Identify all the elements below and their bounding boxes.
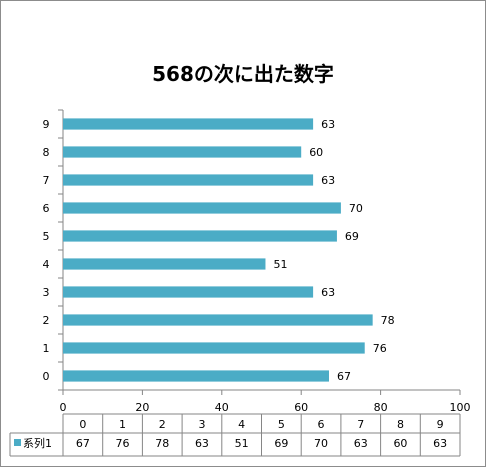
data-label: 60 — [309, 146, 323, 159]
x-tick-label: 100 — [450, 401, 471, 414]
table-value-cell: 51 — [235, 437, 249, 450]
y-tick-label: 1 — [43, 342, 50, 355]
table-header-cell: 6 — [318, 418, 325, 431]
bar — [63, 230, 337, 242]
table-header-cell: 0 — [79, 418, 86, 431]
chart-bars: 67 76 78 63 51 69 70 63 60 63 — [63, 118, 395, 383]
y-tick-label: 5 — [43, 230, 50, 243]
table-header-cell: 9 — [437, 418, 444, 431]
data-label: 78 — [381, 314, 395, 327]
x-tick-label: 0 — [60, 401, 67, 414]
y-tick-label: 3 — [43, 286, 50, 299]
table-header-cell: 5 — [278, 418, 285, 431]
chart-title: 568の次に出た数字 — [152, 62, 334, 86]
bar — [63, 146, 302, 158]
data-label: 69 — [345, 230, 359, 243]
table-value-cell: 63 — [354, 437, 368, 450]
bar — [63, 314, 373, 326]
y-tick-label: 7 — [43, 174, 50, 187]
y-tick-label: 2 — [43, 314, 50, 327]
table-value-cell: 69 — [274, 437, 288, 450]
data-label: 76 — [373, 342, 387, 355]
table-value-cell: 63 — [195, 437, 209, 450]
bar — [63, 202, 341, 214]
bar — [63, 286, 314, 298]
y-tick-label: 0 — [43, 370, 50, 383]
bar — [63, 118, 314, 130]
table-value-cell: 63 — [433, 437, 447, 450]
table-value-cell: 67 — [76, 437, 90, 450]
x-tick-label: 40 — [215, 401, 229, 414]
table-header-cell: 2 — [159, 418, 166, 431]
data-label: 63 — [321, 286, 335, 299]
legend-key — [14, 439, 21, 446]
table-value-cell: 78 — [155, 437, 169, 450]
table-value-cell: 70 — [314, 437, 328, 450]
series-name: 系列1 — [23, 436, 52, 450]
data-label: 51 — [273, 258, 287, 271]
bar — [63, 370, 329, 382]
x-tick-label: 60 — [294, 401, 308, 414]
data-label: 63 — [321, 118, 335, 131]
bar — [63, 342, 365, 354]
bar — [63, 258, 266, 270]
y-tick-label: 8 — [43, 146, 50, 159]
data-label: 70 — [349, 202, 363, 215]
table-value-cell: 60 — [393, 437, 407, 450]
data-label: 67 — [337, 370, 351, 383]
x-tick-label: 20 — [135, 401, 149, 414]
table-header-cell: 8 — [397, 418, 404, 431]
y-tick-label: 9 — [43, 118, 50, 131]
table-header-cell: 4 — [238, 418, 245, 431]
table-value-cell: 76 — [116, 437, 130, 450]
y-tick-label: 4 — [43, 258, 50, 271]
table-header-cell: 3 — [198, 418, 205, 431]
x-tick-label: 80 — [374, 401, 388, 414]
data-label: 63 — [321, 174, 335, 187]
table-header-cell: 1 — [119, 418, 126, 431]
bar — [63, 174, 314, 186]
table-header-cell: 7 — [357, 418, 364, 431]
y-tick-label: 6 — [43, 202, 50, 215]
